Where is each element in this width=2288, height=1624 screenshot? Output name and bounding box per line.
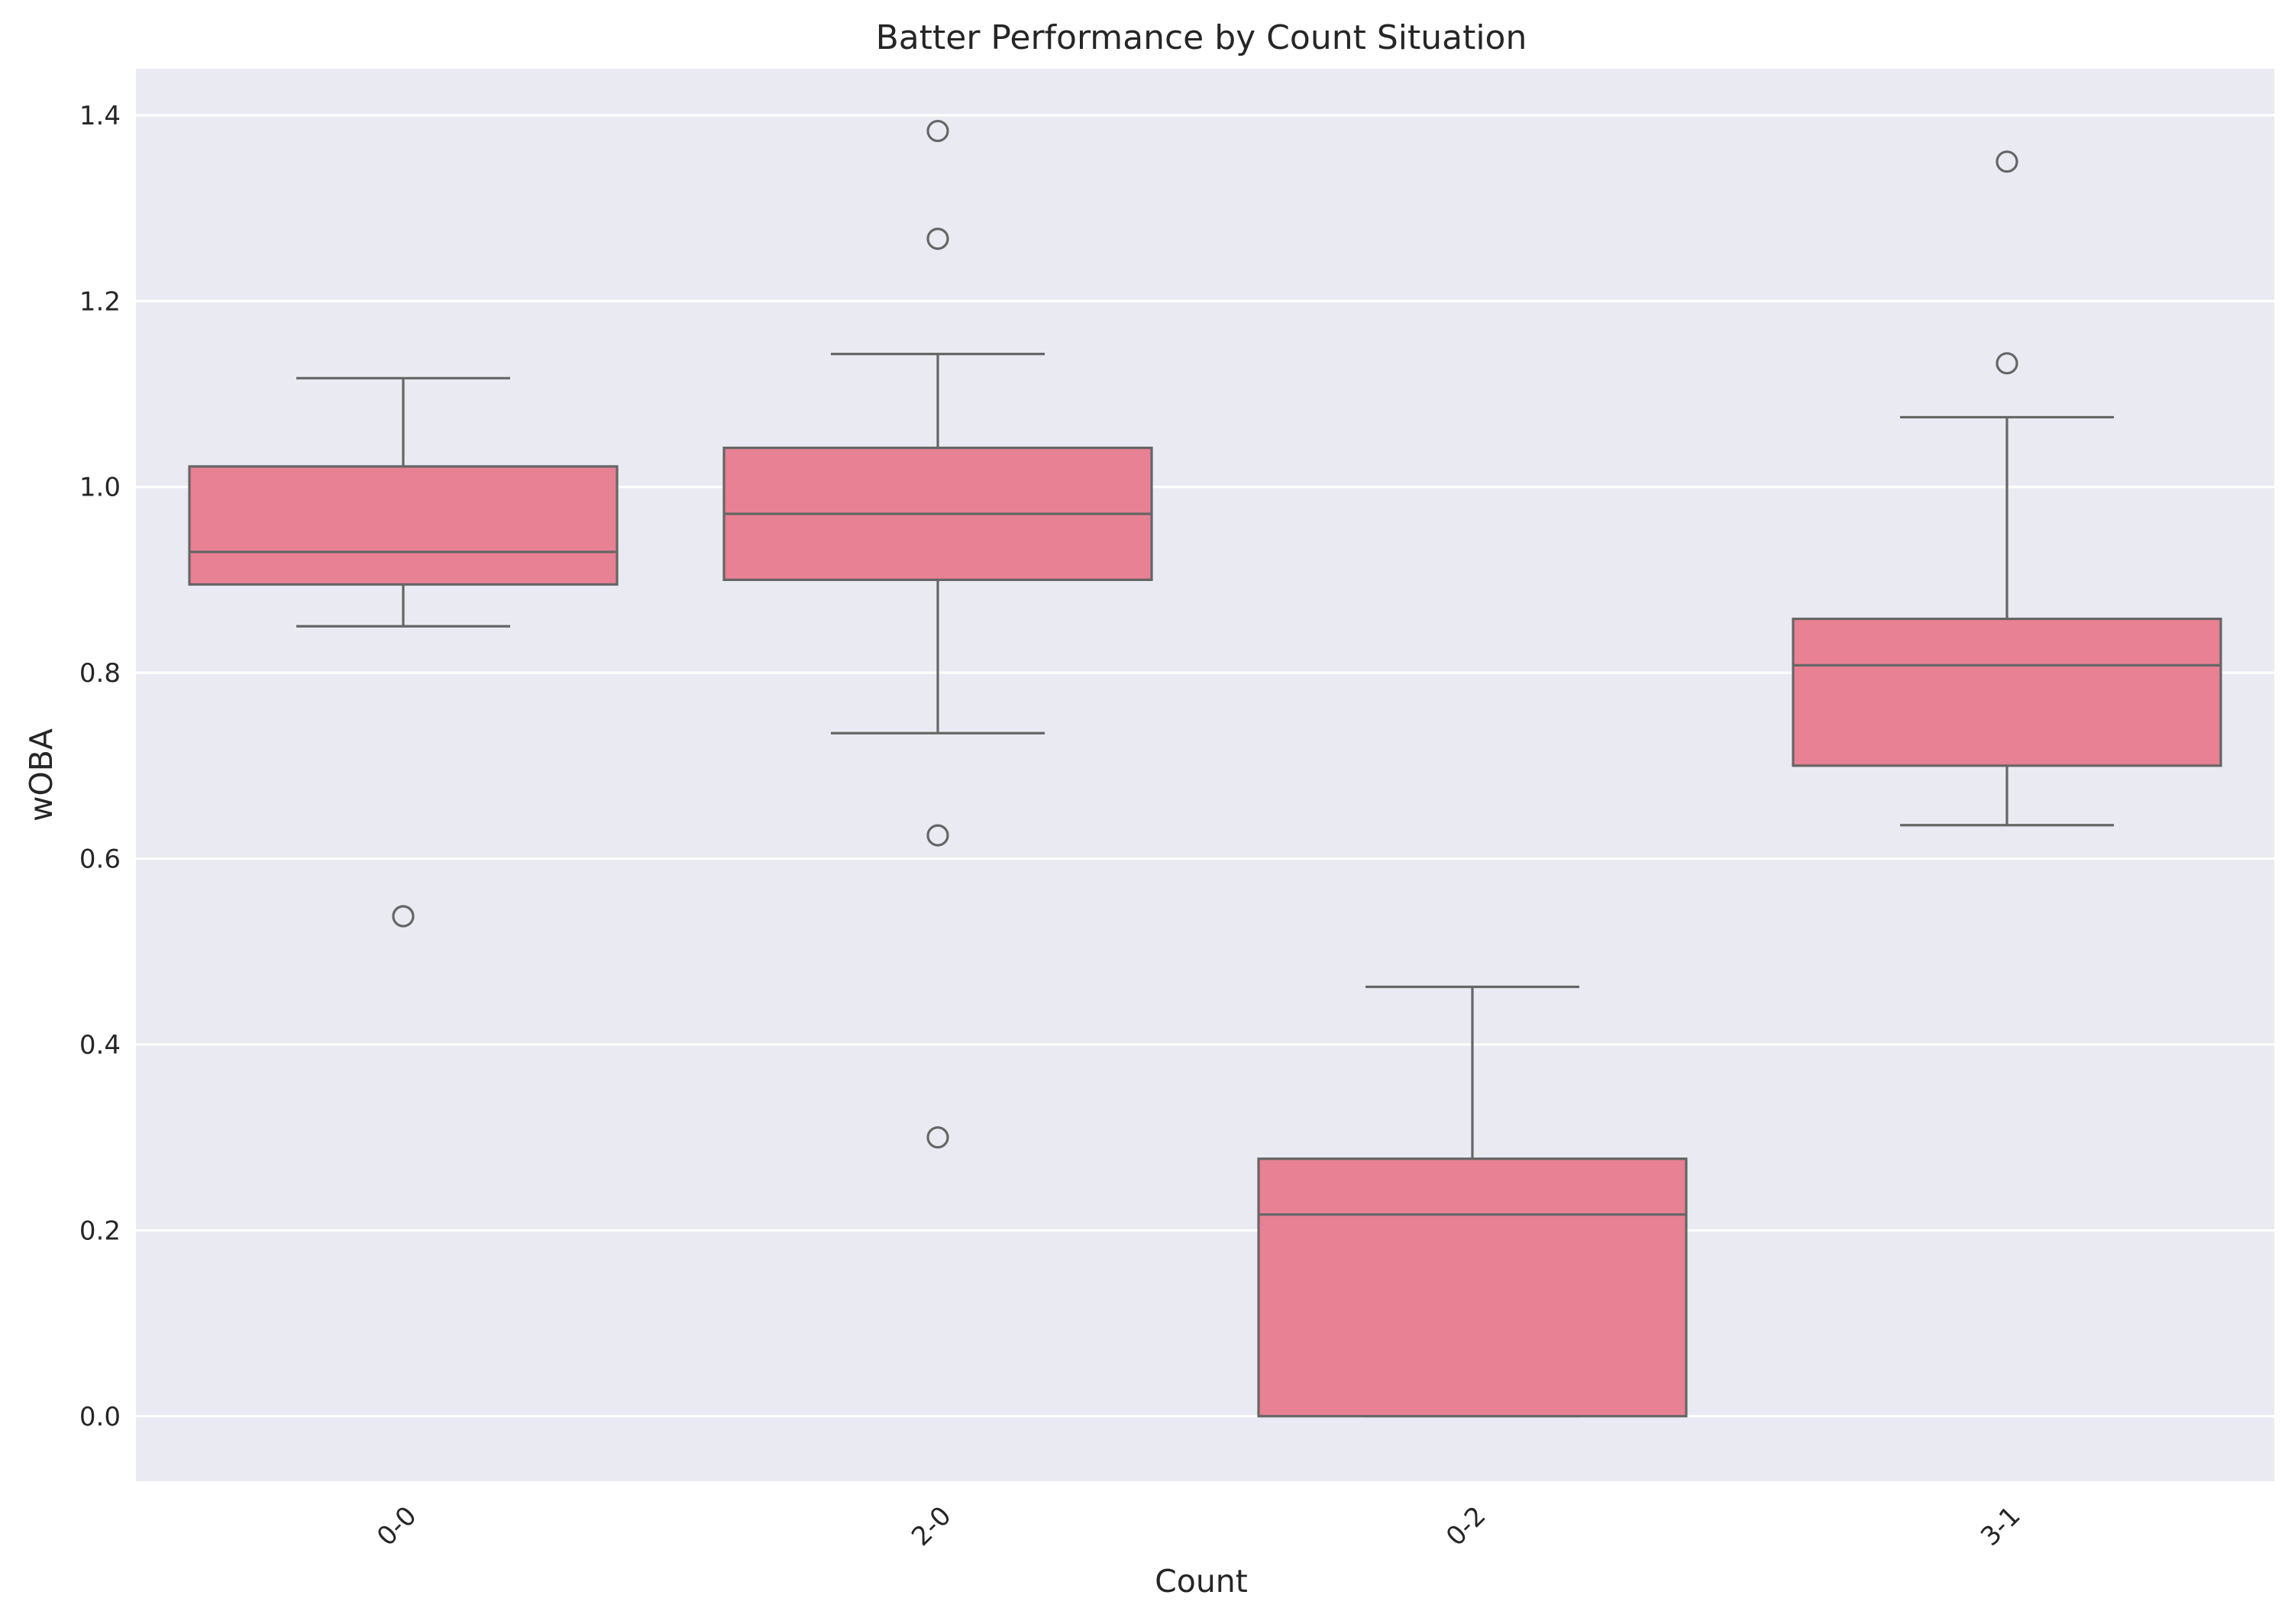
plot-area (136, 69, 2274, 1481)
y-tick-label: 1.4 (79, 101, 121, 131)
y-tick-label: 0.6 (79, 844, 121, 875)
outlier-point (1996, 352, 2018, 375)
boxes (188, 119, 2222, 1418)
outlier-point (926, 119, 949, 143)
outlier-point (926, 824, 949, 847)
box-0-2 (1257, 985, 1688, 1418)
outlier-point (926, 228, 949, 250)
y-tick-label: 1.2 (79, 286, 121, 317)
outlier-point (392, 905, 415, 928)
iqr-box (1257, 1157, 1688, 1418)
y-tick-label: 1.0 (79, 473, 121, 503)
box-0-0 (188, 376, 619, 928)
iqr-box (188, 465, 619, 586)
iqr-box (1792, 617, 2222, 767)
grid-lines (136, 114, 2274, 1418)
y-tick-label: 0.4 (79, 1030, 121, 1061)
box-2-0 (722, 119, 1153, 1149)
y-tick-label: 0.2 (79, 1216, 121, 1246)
outlier-point (926, 1126, 949, 1149)
y-tick-labels: 0.0 0.2 0.4 0.6 0.8 1.0 1.2 1.4 (79, 101, 121, 1432)
x-axis-label: Count (1155, 1563, 1248, 1600)
chart-title: Batter Performance by Count Situation (876, 18, 1527, 57)
y-tick-label: 0.0 (79, 1402, 121, 1432)
y-tick-label: 0.8 (79, 658, 121, 689)
outlier-point (1996, 150, 2018, 173)
box-3-1 (1792, 150, 2222, 827)
y-axis-label: wOBA (23, 728, 60, 822)
